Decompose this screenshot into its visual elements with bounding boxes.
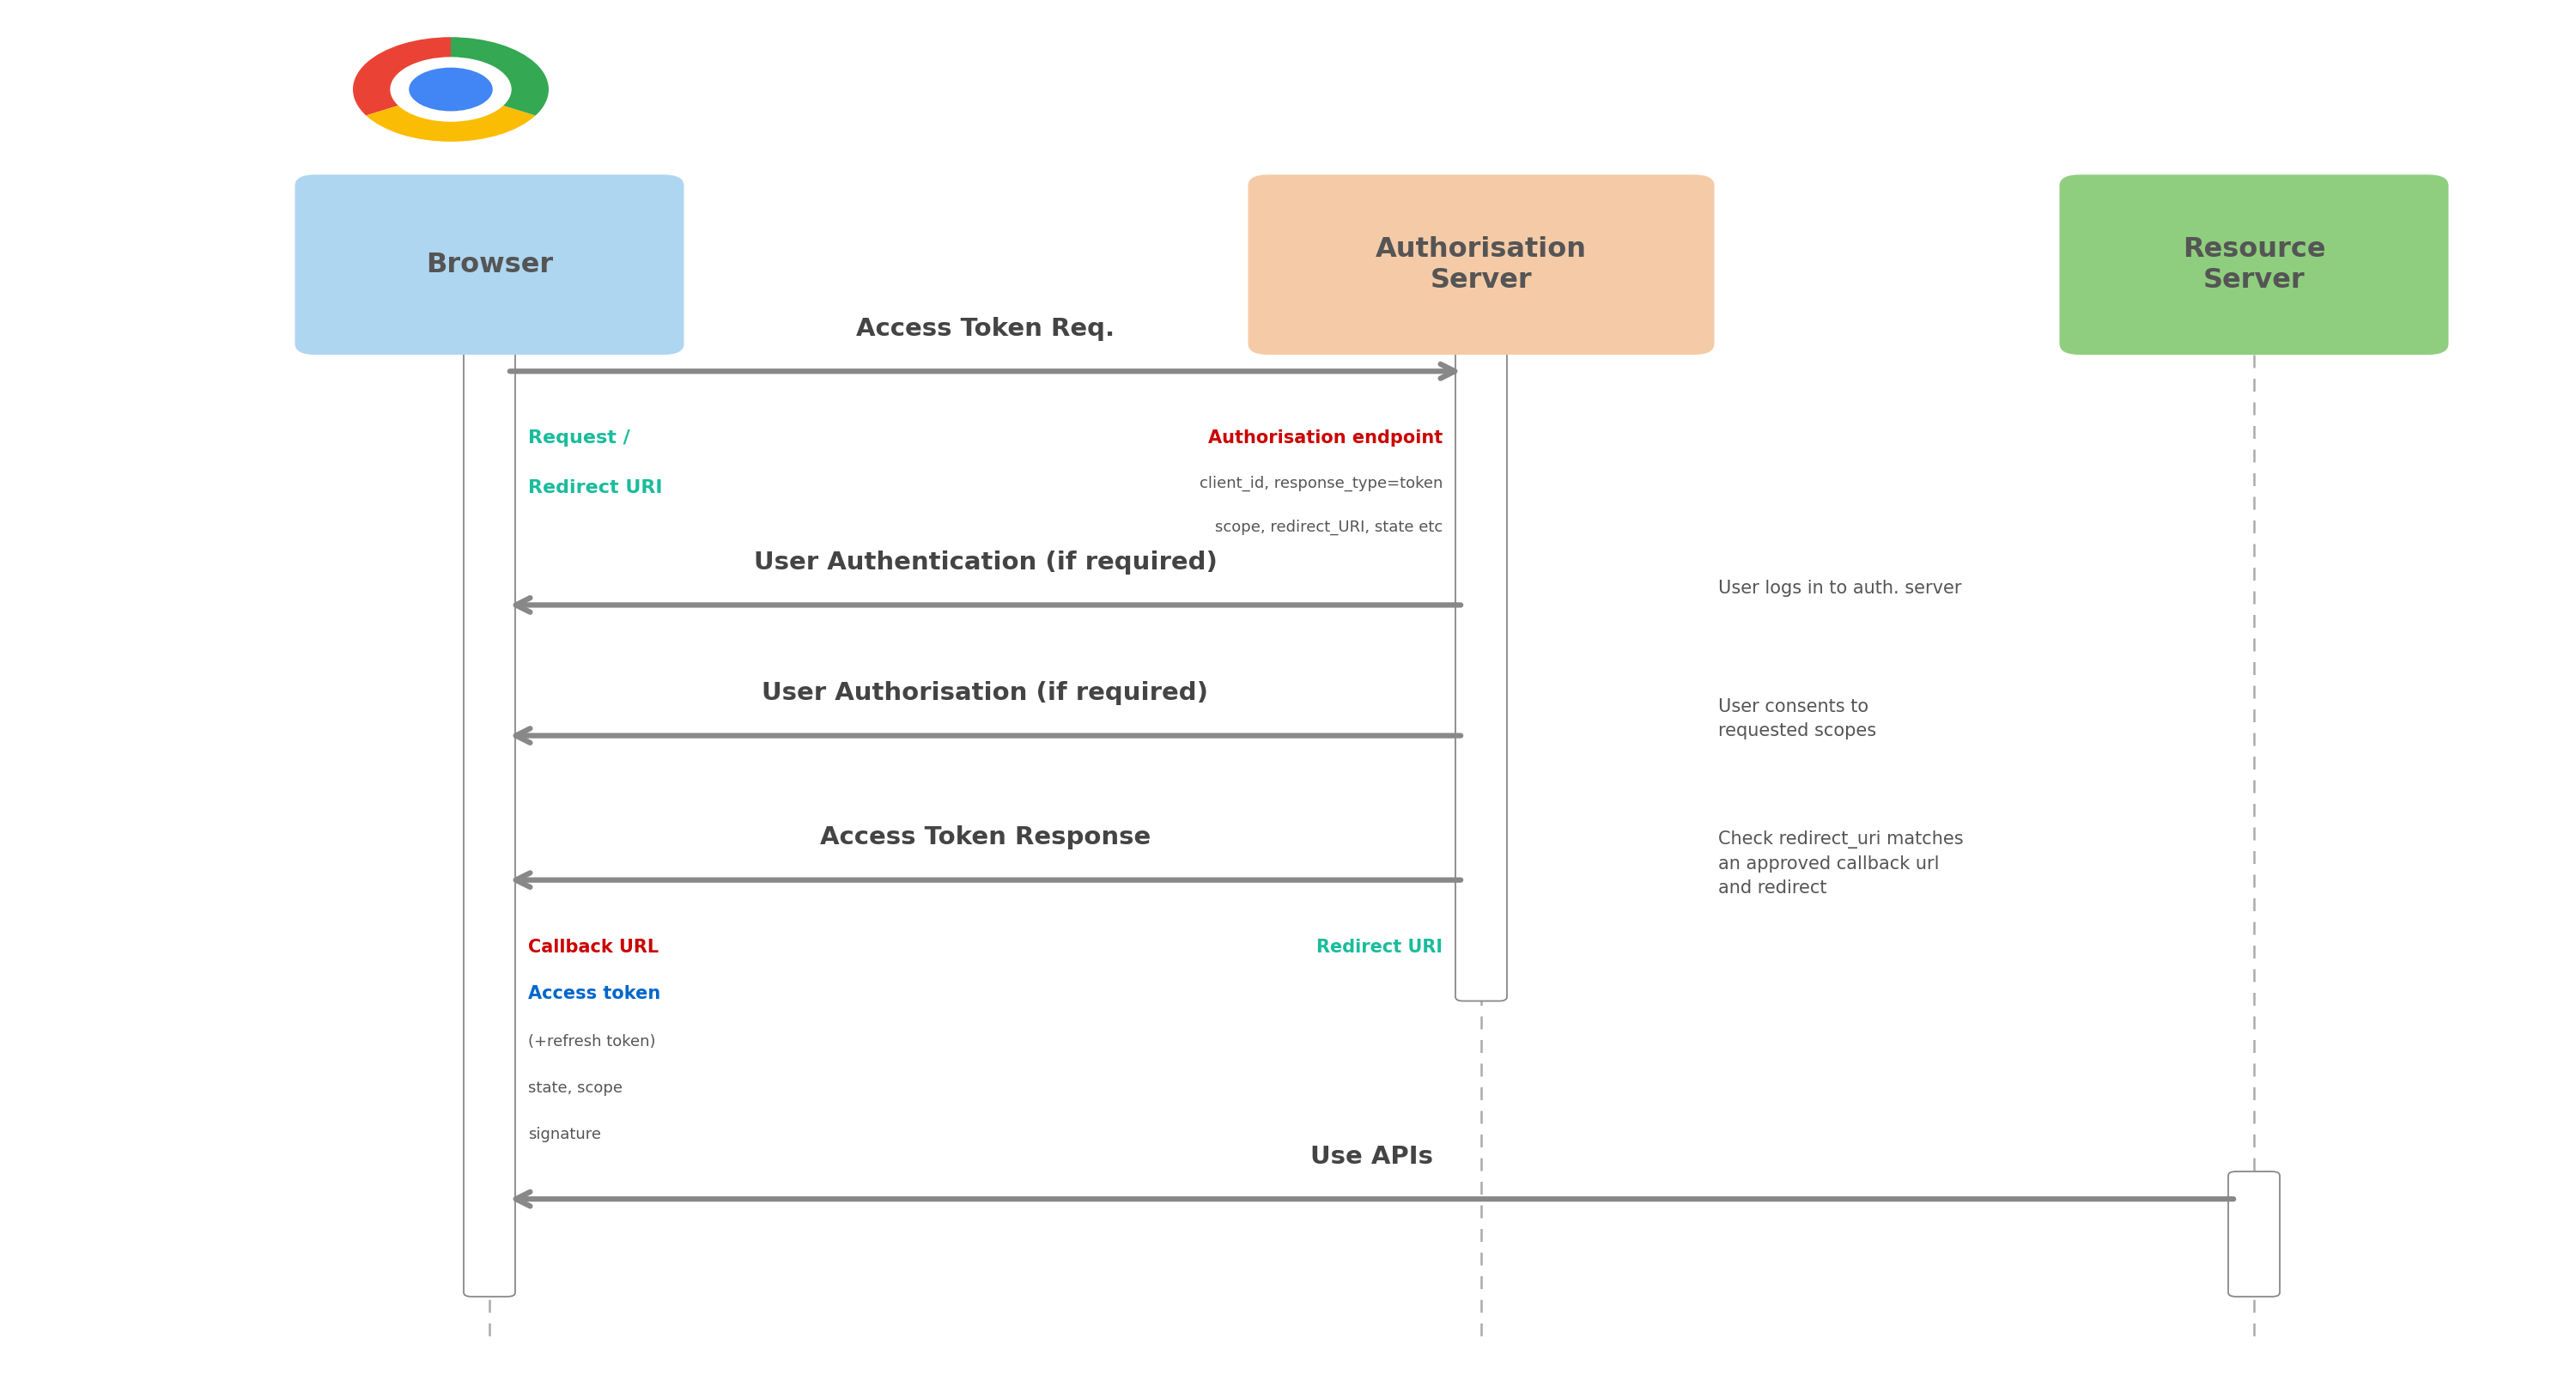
Text: signature: signature — [528, 1128, 600, 1143]
Text: Access Token Response: Access Token Response — [819, 826, 1151, 850]
Text: state, scope: state, scope — [528, 1081, 623, 1096]
Text: User Authentication (if required): User Authentication (if required) — [755, 551, 1216, 575]
FancyBboxPatch shape — [1247, 175, 1716, 355]
FancyBboxPatch shape — [294, 175, 685, 355]
Text: Request /: Request / — [528, 430, 631, 447]
Wedge shape — [353, 37, 451, 116]
Text: Redirect URI: Redirect URI — [528, 480, 662, 496]
Wedge shape — [366, 89, 536, 142]
Text: User logs in to auth. server: User logs in to auth. server — [1718, 580, 1963, 597]
Circle shape — [389, 56, 513, 122]
Text: Access token: Access token — [528, 986, 659, 1002]
Text: Check redirect_uri matches
an approved callback url
and redirect: Check redirect_uri matches an approved c… — [1718, 830, 1963, 897]
Text: Use APIs: Use APIs — [1311, 1145, 1432, 1169]
Text: client_id, response_type=token: client_id, response_type=token — [1200, 476, 1443, 491]
Circle shape — [407, 66, 495, 113]
Text: (+refresh token): (+refresh token) — [528, 1034, 654, 1049]
Text: User consents to
requested scopes: User consents to requested scopes — [1718, 698, 1875, 740]
FancyBboxPatch shape — [2061, 175, 2447, 355]
Wedge shape — [451, 37, 549, 116]
Text: Browser: Browser — [425, 252, 554, 278]
Text: Callback URL: Callback URL — [528, 939, 659, 956]
Text: User Authorisation (if required): User Authorisation (if required) — [762, 682, 1208, 705]
Text: Resource
Server: Resource Server — [2182, 236, 2326, 293]
FancyBboxPatch shape — [2228, 1172, 2280, 1297]
Text: Access Token Req.: Access Token Req. — [855, 318, 1115, 341]
Text: Authorisation
Server: Authorisation Server — [1376, 236, 1587, 293]
FancyBboxPatch shape — [464, 285, 515, 1297]
Text: Redirect URI: Redirect URI — [1316, 939, 1443, 956]
Text: Authorisation endpoint: Authorisation endpoint — [1208, 430, 1443, 447]
FancyBboxPatch shape — [1455, 312, 1507, 1001]
Text: scope, redirect_URI, state etc: scope, redirect_URI, state etc — [1216, 520, 1443, 535]
